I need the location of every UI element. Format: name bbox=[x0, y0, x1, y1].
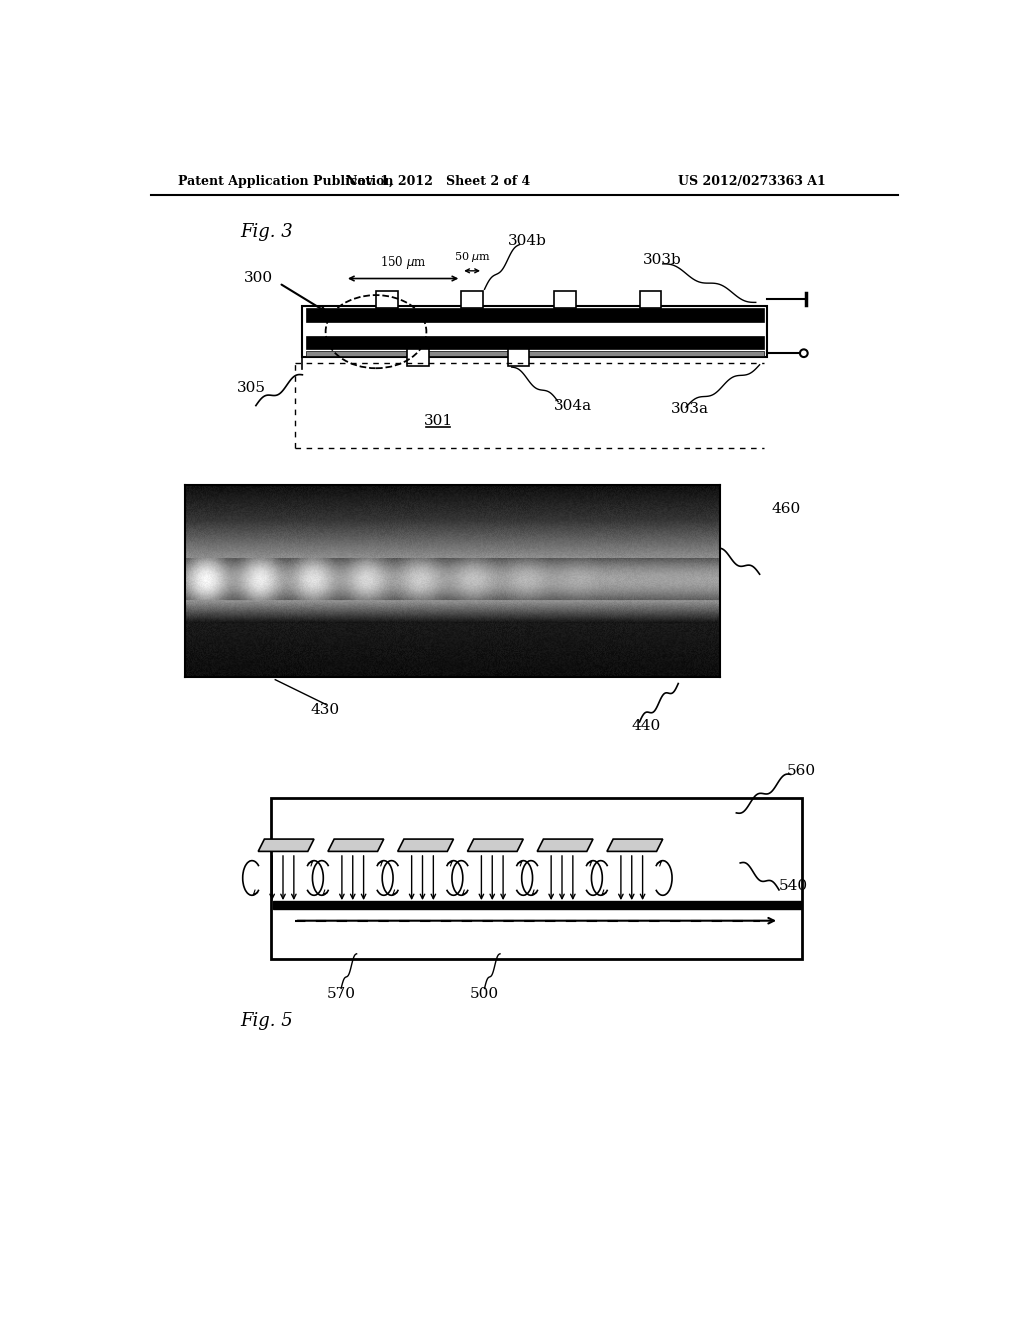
Polygon shape bbox=[328, 840, 384, 851]
Polygon shape bbox=[607, 840, 663, 851]
Polygon shape bbox=[538, 840, 593, 851]
Bar bbox=[407, 350, 429, 367]
Polygon shape bbox=[258, 840, 314, 851]
Bar bbox=[461, 290, 483, 308]
Text: US 2012/0273363 A1: US 2012/0273363 A1 bbox=[678, 176, 826, 187]
Text: 303a: 303a bbox=[671, 403, 709, 416]
Text: 570: 570 bbox=[327, 987, 355, 1001]
Text: 560: 560 bbox=[786, 763, 816, 777]
Text: 430: 430 bbox=[310, 704, 339, 718]
Text: 304a: 304a bbox=[554, 399, 592, 413]
Bar bbox=[376, 290, 397, 308]
Text: 500: 500 bbox=[470, 987, 499, 1001]
Bar bbox=[306, 351, 764, 355]
Text: Patent Application Publication: Patent Application Publication bbox=[178, 176, 394, 187]
Bar bbox=[273, 902, 801, 909]
Polygon shape bbox=[397, 840, 454, 851]
Bar bbox=[271, 797, 802, 960]
Text: 50 $\mu$m: 50 $\mu$m bbox=[454, 249, 490, 264]
Text: Fig. 5: Fig. 5 bbox=[241, 1012, 293, 1030]
Text: 305: 305 bbox=[237, 381, 265, 395]
Bar bbox=[302, 306, 767, 358]
Polygon shape bbox=[467, 840, 523, 851]
Text: 303b: 303b bbox=[643, 253, 682, 267]
Text: 300: 300 bbox=[245, 271, 273, 285]
Text: Fig. 3: Fig. 3 bbox=[241, 223, 293, 240]
Bar bbox=[640, 290, 662, 308]
Bar bbox=[306, 308, 764, 322]
Bar bbox=[508, 350, 529, 367]
Text: 150 $\mu$m: 150 $\mu$m bbox=[380, 253, 426, 271]
Text: 304b: 304b bbox=[508, 234, 547, 248]
Bar bbox=[554, 290, 575, 308]
Text: 540: 540 bbox=[779, 879, 808, 894]
Bar bbox=[306, 335, 764, 350]
Text: Nov. 1, 2012   Sheet 2 of 4: Nov. 1, 2012 Sheet 2 of 4 bbox=[346, 176, 530, 187]
Text: 440: 440 bbox=[632, 719, 662, 733]
Text: 301: 301 bbox=[424, 414, 453, 428]
Text: 460: 460 bbox=[771, 502, 801, 516]
Text: Fig. 4: Fig. 4 bbox=[241, 484, 293, 503]
